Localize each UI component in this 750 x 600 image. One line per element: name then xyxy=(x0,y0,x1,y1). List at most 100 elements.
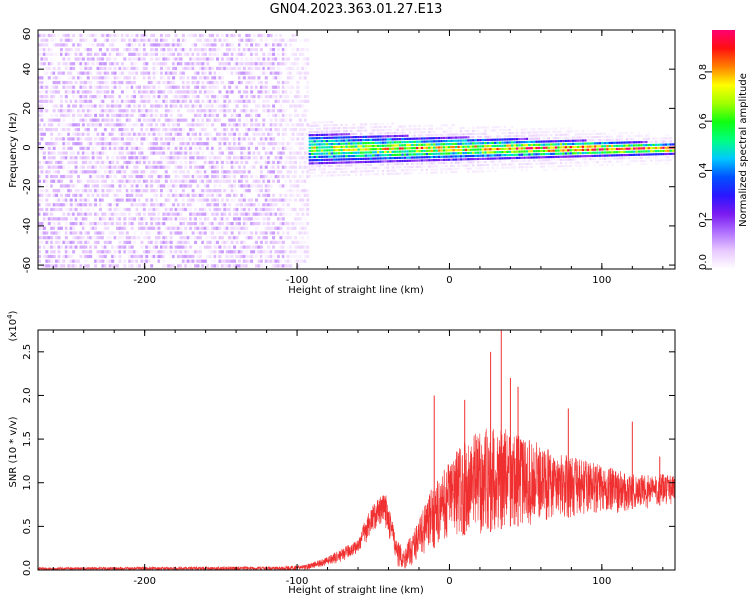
spectrogram-cell xyxy=(328,133,331,136)
spectrogram-cell xyxy=(281,165,285,169)
spectrogram-cell xyxy=(247,71,251,75)
spectrogram-cell xyxy=(342,158,346,161)
spectrogram-cell xyxy=(118,132,122,136)
spectrogram-cell xyxy=(206,66,210,71)
spectrogram-cell xyxy=(245,156,249,160)
spectrogram-cell xyxy=(289,146,293,150)
spectrogram-cell xyxy=(401,128,404,131)
spectrogram-cell xyxy=(228,156,232,160)
spectrogram-cell xyxy=(67,231,71,235)
spectrogram-cell xyxy=(116,193,120,197)
spectrogram-cell xyxy=(96,240,100,244)
spectrogram-cell xyxy=(403,137,407,141)
spectrogram-cell xyxy=(413,162,416,165)
spectrogram-cell xyxy=(208,240,212,244)
spectrogram-cell xyxy=(296,231,300,235)
spectrogram-cell xyxy=(189,165,193,169)
spectrogram-cell xyxy=(276,217,280,221)
spectrogram-cell xyxy=(50,113,54,118)
spectrogram-cell xyxy=(264,66,268,71)
spectrogram-cell xyxy=(257,80,261,85)
spectrogram-cell xyxy=(286,127,290,132)
spectrogram-cell xyxy=(276,259,280,263)
spectrogram-cell xyxy=(38,33,41,38)
spectrogram-cell xyxy=(59,95,63,99)
spectrogram-cell xyxy=(276,62,280,66)
spectrogram-cell xyxy=(296,80,300,85)
spectrogram-cell xyxy=(59,99,63,103)
spectrogram-cell xyxy=(116,80,120,85)
spectrogram-cell xyxy=(181,221,185,226)
spectrogram-cell xyxy=(235,226,239,230)
spectrogram-cell xyxy=(215,212,219,216)
spectrogram-cell xyxy=(252,123,256,127)
spectrogram-cell xyxy=(250,62,254,66)
spectrogram-cell xyxy=(89,90,93,94)
spectrogram-cell xyxy=(240,160,244,165)
spectrogram-cell xyxy=(201,165,205,169)
spectrogram-cell xyxy=(345,136,348,139)
spectrogram-cell xyxy=(196,259,200,263)
spectrogram-cell xyxy=(186,52,190,56)
spectrogram-cell xyxy=(103,109,107,113)
spectrogram-cell xyxy=(72,259,76,263)
spectrogram-cell xyxy=(133,123,137,127)
spectrogram-cell xyxy=(262,90,266,94)
spectrogram-cell xyxy=(81,250,85,254)
spectrogram-cell xyxy=(89,226,93,230)
spectrogram-cell xyxy=(52,118,56,122)
spectrogram-cell xyxy=(106,33,110,38)
spectrogram-cell xyxy=(269,99,273,103)
spectrogram-cell xyxy=(262,57,266,61)
spectrogram-cell xyxy=(81,226,85,230)
spectrogram-cell xyxy=(233,236,237,240)
spectrogram-cell xyxy=(286,76,290,80)
spectrogram-cell xyxy=(130,137,134,141)
spectrogram-cell xyxy=(135,127,139,132)
spectrogram-cell xyxy=(298,231,302,235)
spectrogram-cell xyxy=(291,62,295,66)
spectrogram-cell xyxy=(142,179,146,183)
spectrogram-cell xyxy=(264,236,268,240)
spectrogram-cell xyxy=(354,167,358,170)
spectrogram-cell xyxy=(381,144,385,147)
spectrogram-cell xyxy=(296,240,300,244)
spectrogram-cell xyxy=(128,48,132,52)
spectrogram-cell xyxy=(257,123,261,127)
spectrogram-cell xyxy=(286,71,290,75)
spectrogram-cell xyxy=(72,231,76,235)
spectrogram-cell xyxy=(94,226,98,230)
spectrogram-cell xyxy=(213,184,217,188)
spectrogram-cell xyxy=(101,52,105,56)
spectrogram-cell xyxy=(113,165,117,169)
spectrogram-cell xyxy=(306,221,310,226)
spectrogram-cell xyxy=(359,139,363,142)
spectrogram-cell xyxy=(167,132,171,136)
spectrogram-cell xyxy=(111,48,115,52)
spectrogram-cell xyxy=(169,217,173,221)
spectrogram-cell xyxy=(328,139,331,143)
spectrogram-cell xyxy=(342,145,346,148)
spectrogram-cell xyxy=(169,179,173,183)
spectrogram-cell xyxy=(91,193,95,197)
spectrogram-cell xyxy=(86,146,90,150)
spectrogram-cell xyxy=(379,166,382,169)
spectrogram-cell xyxy=(181,217,185,221)
spectrogram-cell xyxy=(225,71,229,75)
spectrogram-cell xyxy=(101,104,105,108)
spectrogram-cell xyxy=(186,198,190,202)
spectrogram-cell xyxy=(38,90,41,94)
spectrogram-cell xyxy=(291,184,295,188)
spectrogram-cell xyxy=(315,127,319,130)
spectrogram-cell xyxy=(140,99,144,103)
spectrogram-cell xyxy=(52,179,56,183)
spectrogram-cell xyxy=(67,250,71,254)
spectrogram-cell xyxy=(250,48,254,52)
spectrogram-cell xyxy=(47,264,51,268)
spectrogram-cell xyxy=(67,38,71,42)
spectrogram-cell xyxy=(340,123,343,127)
spectrogram-cell xyxy=(269,33,273,38)
spectrogram-cell xyxy=(259,250,263,254)
spectrogram-cell xyxy=(135,165,139,169)
spectrogram-cell xyxy=(172,151,176,155)
